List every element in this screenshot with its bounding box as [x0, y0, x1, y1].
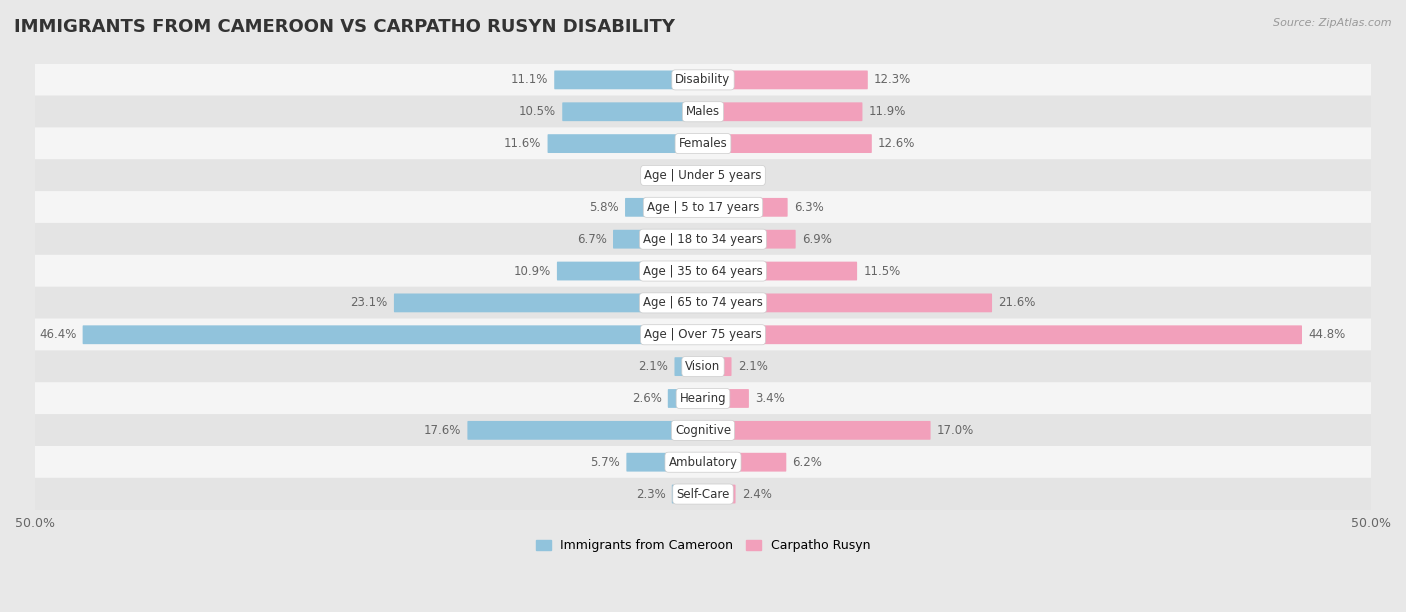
- Text: 6.3%: 6.3%: [794, 201, 824, 214]
- FancyBboxPatch shape: [35, 350, 1371, 383]
- Text: 17.0%: 17.0%: [936, 424, 974, 437]
- FancyBboxPatch shape: [703, 453, 786, 472]
- FancyBboxPatch shape: [35, 286, 1371, 319]
- FancyBboxPatch shape: [35, 127, 1371, 160]
- Text: 2.6%: 2.6%: [631, 392, 662, 405]
- FancyBboxPatch shape: [467, 421, 703, 440]
- FancyBboxPatch shape: [675, 357, 703, 376]
- FancyBboxPatch shape: [668, 389, 703, 408]
- Text: Hearing: Hearing: [679, 392, 727, 405]
- FancyBboxPatch shape: [35, 382, 1371, 415]
- Text: 2.1%: 2.1%: [638, 360, 668, 373]
- FancyBboxPatch shape: [35, 255, 1371, 287]
- Text: Age | 5 to 17 years: Age | 5 to 17 years: [647, 201, 759, 214]
- FancyBboxPatch shape: [683, 166, 703, 185]
- Text: IMMIGRANTS FROM CAMEROON VS CARPATHO RUSYN DISABILITY: IMMIGRANTS FROM CAMEROON VS CARPATHO RUS…: [14, 18, 675, 36]
- FancyBboxPatch shape: [35, 64, 1371, 96]
- Text: Males: Males: [686, 105, 720, 118]
- Text: 11.9%: 11.9%: [869, 105, 905, 118]
- Text: 6.9%: 6.9%: [801, 233, 832, 245]
- Text: 3.4%: 3.4%: [755, 392, 785, 405]
- Text: 17.6%: 17.6%: [423, 424, 461, 437]
- FancyBboxPatch shape: [672, 485, 703, 504]
- FancyBboxPatch shape: [703, 70, 868, 89]
- Text: 44.8%: 44.8%: [1308, 328, 1346, 341]
- FancyBboxPatch shape: [703, 326, 1302, 344]
- FancyBboxPatch shape: [83, 326, 703, 344]
- FancyBboxPatch shape: [394, 294, 703, 312]
- Text: 11.1%: 11.1%: [510, 73, 548, 86]
- Text: 2.4%: 2.4%: [742, 488, 772, 501]
- Text: Age | 65 to 74 years: Age | 65 to 74 years: [643, 296, 763, 310]
- FancyBboxPatch shape: [703, 421, 931, 440]
- FancyBboxPatch shape: [35, 478, 1371, 510]
- FancyBboxPatch shape: [703, 102, 862, 121]
- Text: Females: Females: [679, 137, 727, 150]
- FancyBboxPatch shape: [35, 446, 1371, 479]
- Text: 10.9%: 10.9%: [513, 264, 551, 277]
- Text: 46.4%: 46.4%: [39, 328, 76, 341]
- Text: 6.2%: 6.2%: [793, 456, 823, 469]
- FancyBboxPatch shape: [703, 485, 735, 504]
- FancyBboxPatch shape: [35, 95, 1371, 128]
- FancyBboxPatch shape: [557, 262, 703, 280]
- FancyBboxPatch shape: [703, 389, 749, 408]
- Text: 11.5%: 11.5%: [863, 264, 901, 277]
- Text: 2.3%: 2.3%: [636, 488, 665, 501]
- Text: 2.1%: 2.1%: [738, 360, 768, 373]
- FancyBboxPatch shape: [703, 166, 723, 185]
- FancyBboxPatch shape: [35, 223, 1371, 255]
- FancyBboxPatch shape: [35, 159, 1371, 192]
- Text: Self-Care: Self-Care: [676, 488, 730, 501]
- Text: Disability: Disability: [675, 73, 731, 86]
- FancyBboxPatch shape: [613, 230, 703, 248]
- Text: 10.5%: 10.5%: [519, 105, 555, 118]
- FancyBboxPatch shape: [562, 102, 703, 121]
- Text: Age | 35 to 64 years: Age | 35 to 64 years: [643, 264, 763, 277]
- FancyBboxPatch shape: [626, 198, 703, 217]
- FancyBboxPatch shape: [554, 70, 703, 89]
- Text: Source: ZipAtlas.com: Source: ZipAtlas.com: [1274, 18, 1392, 28]
- Text: 1.4%: 1.4%: [728, 169, 758, 182]
- FancyBboxPatch shape: [35, 191, 1371, 223]
- Text: Age | Over 75 years: Age | Over 75 years: [644, 328, 762, 341]
- FancyBboxPatch shape: [703, 198, 787, 217]
- Text: 11.6%: 11.6%: [503, 137, 541, 150]
- FancyBboxPatch shape: [703, 262, 858, 280]
- Legend: Immigrants from Cameroon, Carpatho Rusyn: Immigrants from Cameroon, Carpatho Rusyn: [530, 534, 876, 558]
- Text: 6.7%: 6.7%: [576, 233, 607, 245]
- FancyBboxPatch shape: [35, 414, 1371, 447]
- Text: 1.4%: 1.4%: [648, 169, 678, 182]
- Text: 12.3%: 12.3%: [875, 73, 911, 86]
- Text: Cognitive: Cognitive: [675, 424, 731, 437]
- FancyBboxPatch shape: [703, 294, 993, 312]
- Text: Ambulatory: Ambulatory: [668, 456, 738, 469]
- Text: 5.7%: 5.7%: [591, 456, 620, 469]
- FancyBboxPatch shape: [703, 134, 872, 153]
- Text: 5.8%: 5.8%: [589, 201, 619, 214]
- Text: Age | 18 to 34 years: Age | 18 to 34 years: [643, 233, 763, 245]
- FancyBboxPatch shape: [703, 230, 796, 248]
- Text: Age | Under 5 years: Age | Under 5 years: [644, 169, 762, 182]
- Text: 21.6%: 21.6%: [998, 296, 1036, 310]
- FancyBboxPatch shape: [35, 318, 1371, 351]
- FancyBboxPatch shape: [703, 357, 731, 376]
- FancyBboxPatch shape: [547, 134, 703, 153]
- Text: 23.1%: 23.1%: [350, 296, 388, 310]
- Text: Vision: Vision: [685, 360, 721, 373]
- Text: 12.6%: 12.6%: [877, 137, 915, 150]
- FancyBboxPatch shape: [627, 453, 703, 472]
